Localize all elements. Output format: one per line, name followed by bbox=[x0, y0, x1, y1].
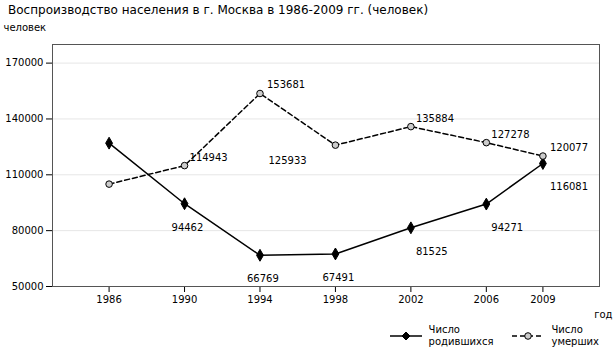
html-text:Число умерших: Число умерших bbox=[551, 324, 599, 347]
svg-text:67491: 67491 bbox=[322, 272, 354, 283]
svg-text:94271: 94271 bbox=[491, 222, 523, 233]
svg-text:человек: человек bbox=[4, 22, 47, 33]
svg-text:1998: 1998 bbox=[323, 294, 348, 305]
svg-text:66769: 66769 bbox=[247, 273, 279, 284]
svg-text:120077: 120077 bbox=[550, 142, 588, 153]
svg-text:170000: 170000 bbox=[5, 57, 43, 68]
svg-text:135884: 135884 bbox=[416, 113, 454, 124]
svg-text:116081: 116081 bbox=[550, 181, 588, 192]
svg-text:1994: 1994 bbox=[247, 294, 272, 305]
svg-text:114943: 114943 bbox=[190, 152, 228, 163]
svg-text:81525: 81525 bbox=[416, 246, 448, 257]
svg-text:2002: 2002 bbox=[398, 294, 423, 305]
svg-text:94462: 94462 bbox=[172, 222, 204, 233]
svg-text:140000: 140000 bbox=[5, 113, 43, 124]
html-text:Воспроизводство населения в г.: Воспроизводство населения в г. Москва в … bbox=[8, 3, 429, 17]
svg-text:127278: 127278 bbox=[491, 129, 529, 140]
svg-text:50000: 50000 bbox=[12, 281, 44, 292]
svg-text:125933: 125933 bbox=[268, 155, 306, 166]
svg-text:80000: 80000 bbox=[12, 225, 44, 236]
svg-text:2009: 2009 bbox=[530, 294, 555, 305]
svg-text:110000: 110000 bbox=[5, 169, 43, 180]
svg-text:153681: 153681 bbox=[267, 79, 305, 90]
svg-text:1986: 1986 bbox=[96, 294, 121, 305]
svg-text:2006: 2006 bbox=[474, 294, 499, 305]
svg-text:1990: 1990 bbox=[172, 294, 197, 305]
html-text:Число родившихся: Число родившихся bbox=[428, 324, 494, 347]
svg-text:год: год bbox=[594, 309, 612, 320]
